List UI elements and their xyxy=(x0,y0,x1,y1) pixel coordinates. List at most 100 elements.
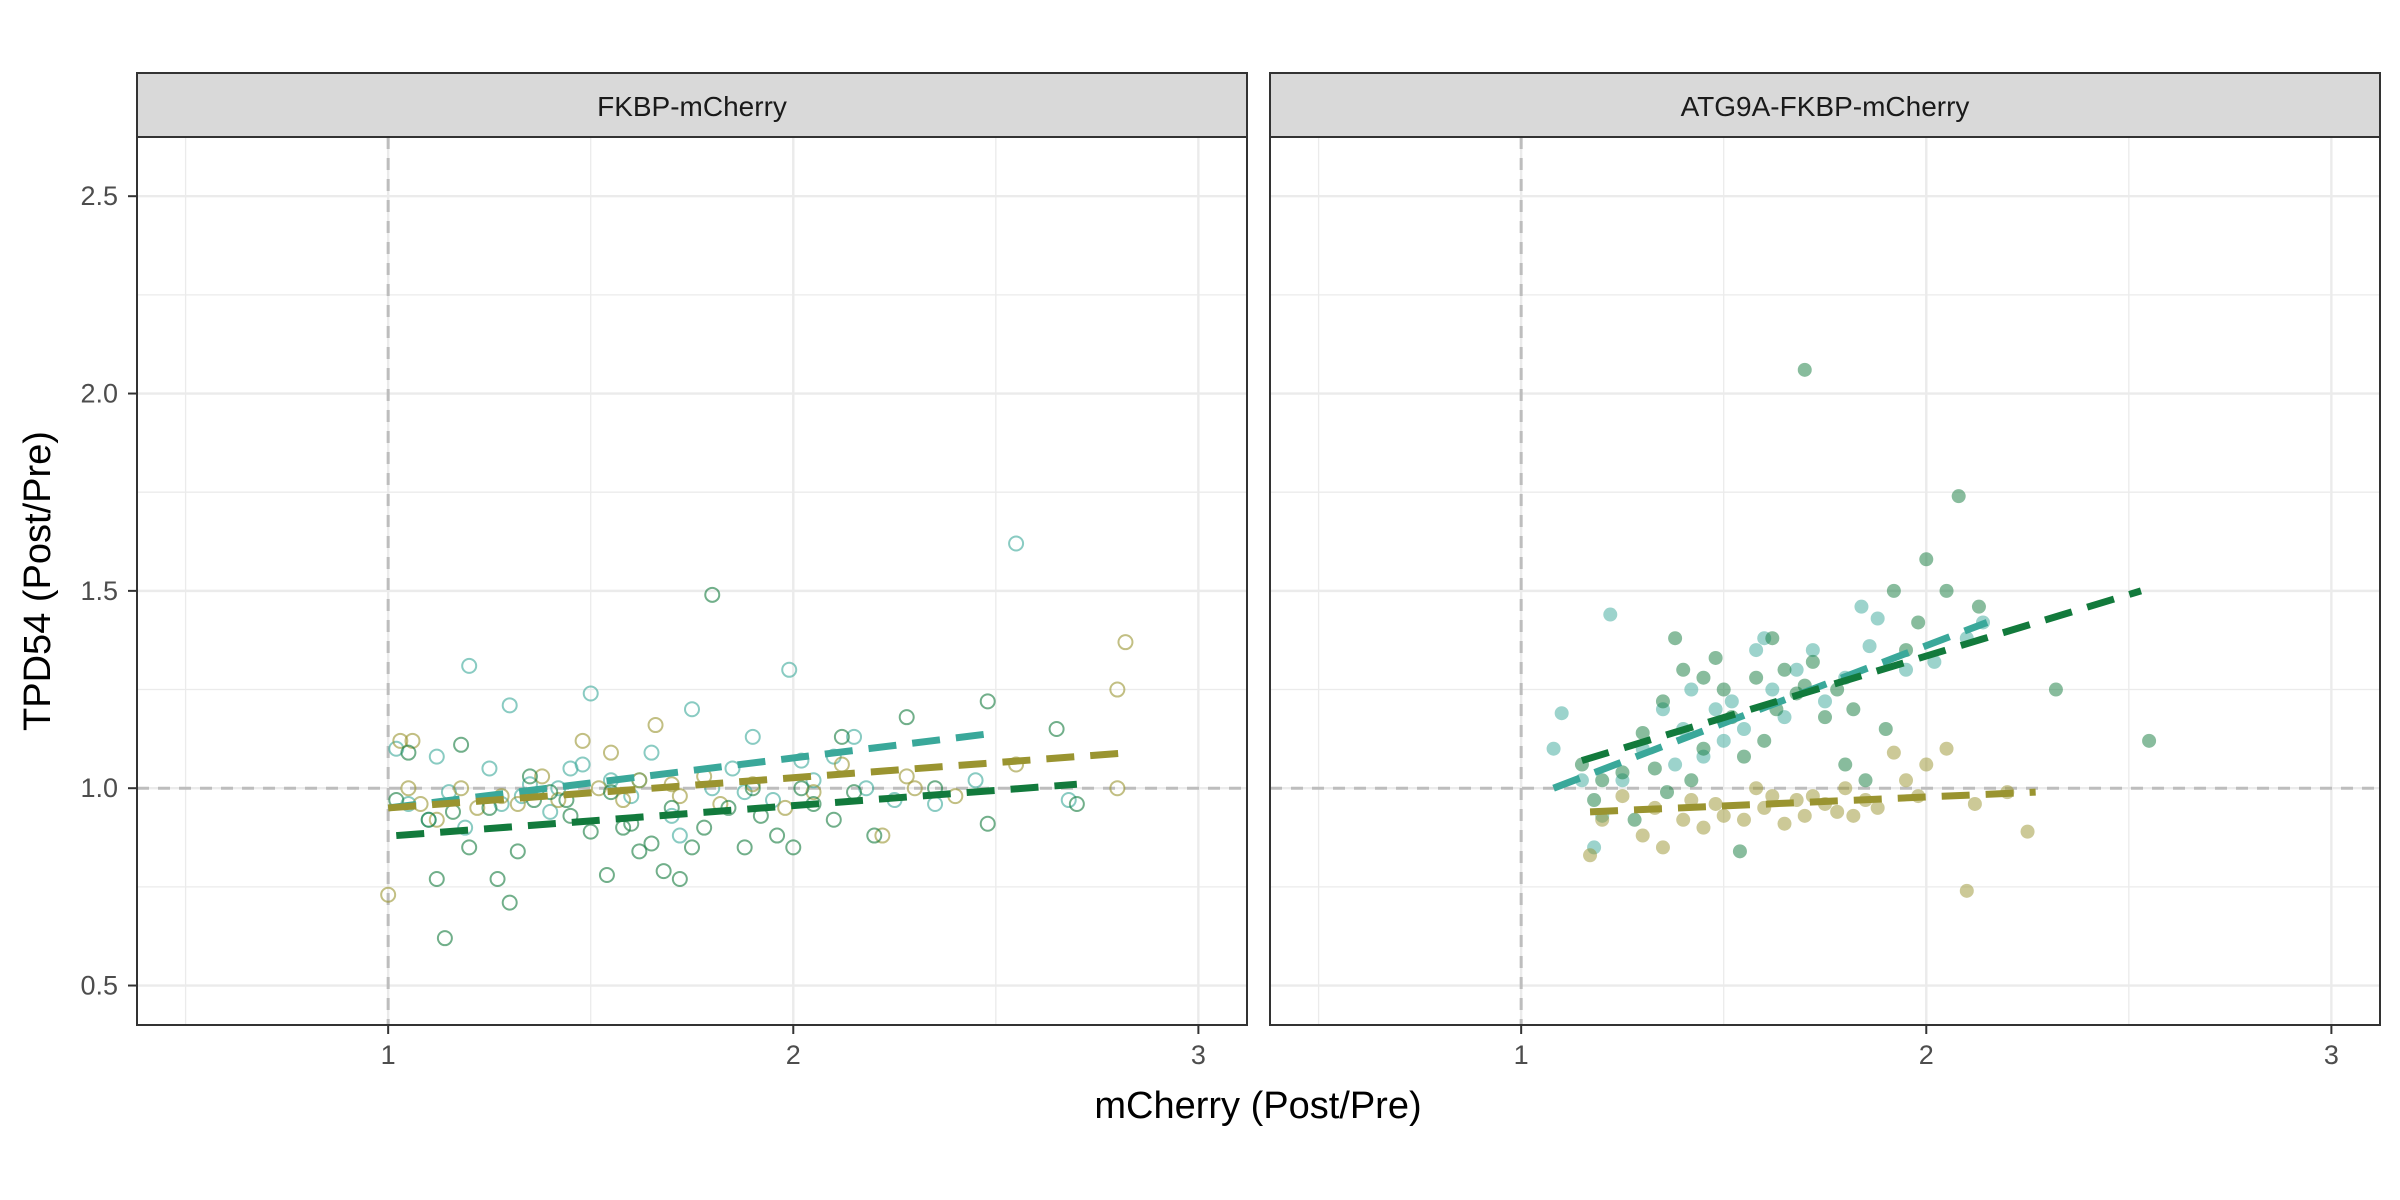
y-axis-ticks: 0.5 1.0 1.5 2.0 2.5 xyxy=(80,181,137,1001)
data-point xyxy=(1878,722,1893,736)
data-point xyxy=(744,728,761,745)
data-point xyxy=(1668,757,1683,772)
plot-area xyxy=(1270,137,2380,1025)
data-point xyxy=(1736,722,1751,736)
data-point xyxy=(1777,816,1792,831)
data-point xyxy=(1959,883,1974,898)
data-point xyxy=(1846,702,1861,717)
data-point xyxy=(1676,812,1691,827)
strip-background xyxy=(136,72,1248,138)
data-point xyxy=(1899,773,1914,788)
data-point xyxy=(736,839,753,856)
x-tick-label: 1 xyxy=(1514,1040,1529,1070)
data-point xyxy=(1696,741,1711,756)
data-point xyxy=(1830,682,1845,697)
fit-lines xyxy=(387,729,1130,840)
data-point xyxy=(602,744,619,761)
panel-title: ATG9A-FKBP-mCherry xyxy=(1681,91,1970,122)
x-tick-label: 2 xyxy=(786,1040,801,1070)
x-tick-label: 3 xyxy=(1191,1040,1206,1070)
x-tick-label: 1 xyxy=(381,1040,396,1070)
strip-background xyxy=(1269,72,2381,138)
data-point xyxy=(1554,706,1569,721)
data-point xyxy=(1708,650,1723,665)
data-point xyxy=(1854,599,1869,614)
data-point xyxy=(598,867,615,884)
data-point xyxy=(671,827,688,844)
data-point xyxy=(655,863,672,880)
data-point xyxy=(501,894,518,911)
data-point xyxy=(1886,583,1901,598)
data-point xyxy=(1886,745,1901,760)
data-point xyxy=(724,760,741,777)
data-point xyxy=(1696,670,1711,685)
data-point xyxy=(509,795,526,812)
data-point xyxy=(1919,757,1934,772)
y-tick-label: 1.5 xyxy=(80,576,118,606)
data-point xyxy=(1048,721,1065,737)
data-point xyxy=(1765,682,1780,697)
data-point xyxy=(1765,631,1780,646)
panel-title: FKBP-mCherry xyxy=(597,91,787,122)
data-point xyxy=(574,756,591,773)
data-point xyxy=(489,870,506,887)
data-point xyxy=(1684,773,1699,788)
plot-area xyxy=(137,137,1247,1025)
data-point xyxy=(1615,765,1630,780)
data-point xyxy=(400,744,417,761)
data-point xyxy=(1919,552,1934,567)
data-point xyxy=(400,780,417,797)
data-point xyxy=(866,827,883,844)
data-point xyxy=(1583,848,1598,863)
data-point xyxy=(1749,781,1764,796)
data-point xyxy=(1684,793,1699,808)
data-point xyxy=(1615,789,1630,804)
data-point xyxy=(1660,785,1675,800)
data-point xyxy=(781,661,798,678)
data-point xyxy=(1967,796,1982,811)
data-point xyxy=(1789,662,1804,677)
gridlines xyxy=(1270,137,2380,1025)
data-point xyxy=(1765,789,1780,804)
data-point xyxy=(2020,824,2035,839)
y-tick-label: 2.0 xyxy=(80,379,118,409)
data-point xyxy=(647,717,664,734)
data-point xyxy=(1716,808,1731,823)
data-point xyxy=(671,870,688,887)
data-point xyxy=(1708,702,1723,717)
data-point xyxy=(461,839,478,856)
data-point xyxy=(1818,710,1832,725)
data-point xyxy=(684,839,700,856)
y-tick-label: 1.0 xyxy=(80,773,118,803)
data-point xyxy=(1911,615,1926,630)
data-point xyxy=(1595,812,1610,827)
data-point xyxy=(1951,489,1966,504)
data-point xyxy=(1749,670,1764,685)
data-point xyxy=(1635,828,1650,843)
data-point xyxy=(1668,631,1683,646)
data-point xyxy=(696,819,713,836)
data-point xyxy=(1716,682,1731,697)
data-point xyxy=(453,780,470,797)
data-point xyxy=(1846,808,1861,823)
data-point xyxy=(1676,662,1691,677)
data-point xyxy=(684,701,700,718)
data-point xyxy=(1546,741,1561,756)
data-point xyxy=(574,732,591,749)
data-point xyxy=(1805,643,1820,658)
data-point xyxy=(428,748,445,765)
data-point xyxy=(805,772,822,789)
data-point xyxy=(874,827,891,844)
data-point xyxy=(1696,820,1711,835)
data-point xyxy=(1635,725,1650,740)
y-axis-title: TPD54 (Post/Pre) xyxy=(17,431,59,731)
data-point xyxy=(534,768,551,785)
data-point xyxy=(501,697,518,714)
data-point xyxy=(1117,634,1134,651)
data-point xyxy=(1655,694,1670,709)
data-point xyxy=(1736,812,1751,827)
fit-line xyxy=(396,780,1078,840)
panel-atg9a-fkbp-mcherry: ATG9A-FKBP-mCherry 1 2 3 xyxy=(1269,72,2381,1070)
data-point xyxy=(846,728,863,745)
